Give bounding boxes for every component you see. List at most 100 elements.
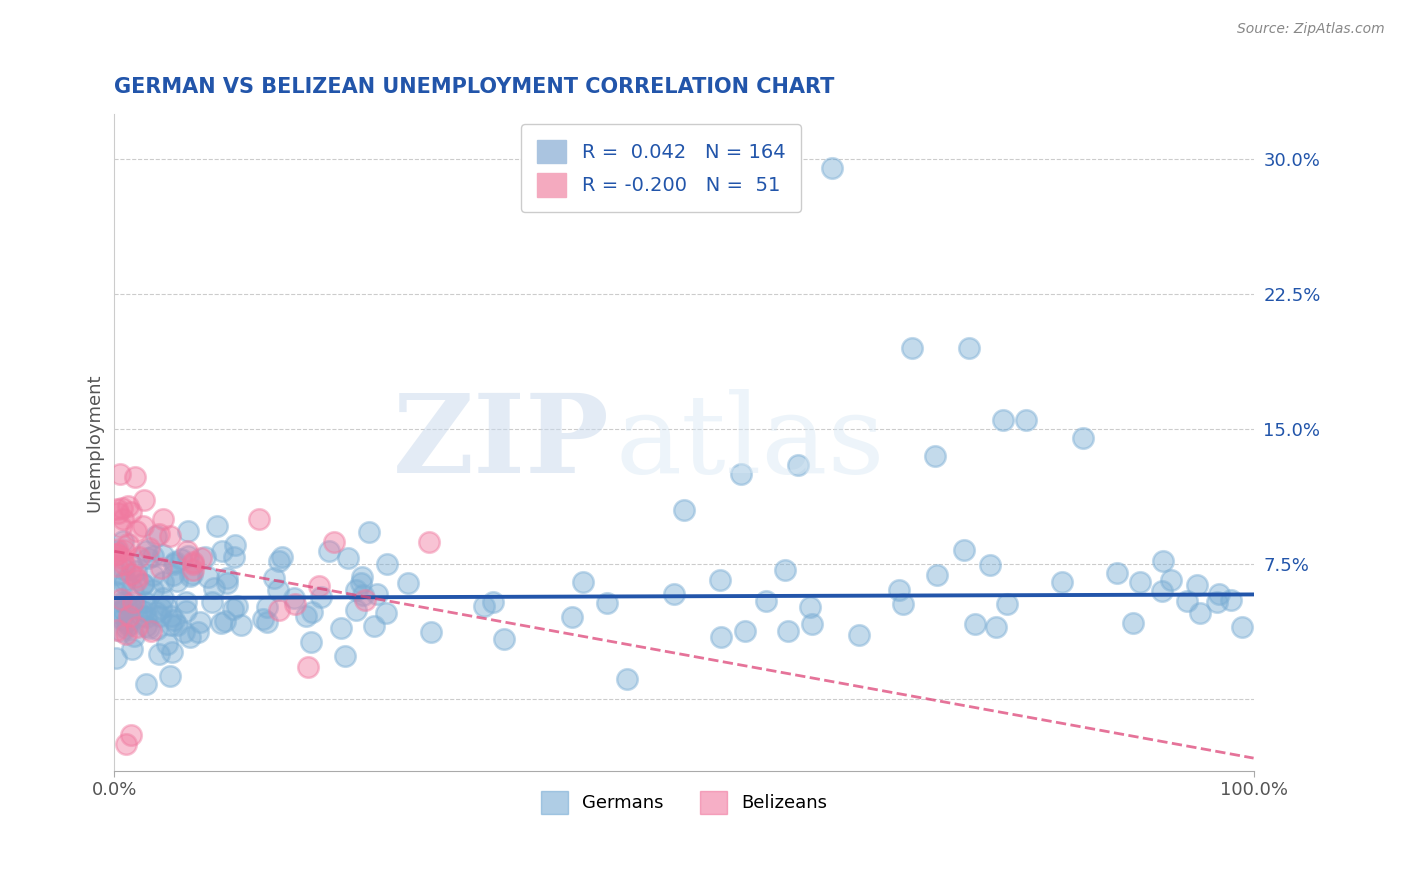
Point — [214, 615, 236, 629]
Point — [152, 574, 174, 589]
Point — [150, 560, 173, 574]
Point — [330, 622, 353, 636]
Point — [115, 596, 138, 610]
Point — [112, 561, 135, 575]
Point — [152, 548, 174, 562]
Point — [294, 609, 316, 624]
Point — [194, 549, 217, 564]
Point — [125, 600, 148, 615]
Point — [162, 567, 184, 582]
Point — [132, 519, 155, 533]
Point — [170, 551, 193, 566]
Point — [105, 624, 128, 638]
Point — [1232, 620, 1254, 634]
Point — [308, 579, 330, 593]
Point — [887, 583, 910, 598]
Point — [105, 566, 128, 581]
Point — [104, 650, 127, 665]
Point — [142, 549, 165, 563]
Point — [135, 676, 157, 690]
Point — [1129, 574, 1152, 589]
Point — [284, 597, 307, 611]
Point — [318, 544, 340, 558]
Point — [105, 547, 128, 561]
Point — [179, 630, 201, 644]
Point — [138, 621, 160, 635]
Point — [142, 582, 165, 597]
Point — [166, 574, 188, 589]
Point — [125, 564, 148, 578]
Point — [122, 629, 145, 643]
Point — [132, 577, 155, 591]
Point — [1105, 566, 1128, 580]
Point — [297, 660, 319, 674]
Point — [114, 573, 136, 587]
Point — [256, 600, 278, 615]
Point — [848, 628, 870, 642]
Point — [991, 413, 1014, 427]
Point — [111, 595, 134, 609]
Point — [111, 501, 134, 516]
Point — [269, 554, 291, 568]
Point — [396, 576, 419, 591]
Point — [152, 591, 174, 606]
Point — [148, 647, 170, 661]
Point — [359, 525, 381, 540]
Point — [120, 567, 142, 582]
Point — [1160, 573, 1182, 587]
Point — [957, 341, 980, 355]
Point — [104, 585, 127, 599]
Point — [984, 620, 1007, 634]
Point — [117, 499, 139, 513]
Point — [117, 618, 139, 632]
Point — [122, 595, 145, 609]
Point — [924, 449, 946, 463]
Point — [336, 550, 359, 565]
Point — [166, 617, 188, 632]
Point — [121, 641, 143, 656]
Point — [229, 618, 252, 632]
Point — [134, 604, 156, 618]
Point — [363, 619, 385, 633]
Point — [110, 624, 132, 638]
Y-axis label: Unemployment: Unemployment — [86, 373, 103, 512]
Point — [247, 512, 270, 526]
Point — [190, 615, 212, 629]
Point — [132, 492, 155, 507]
Point — [105, 542, 128, 557]
Point — [134, 594, 156, 608]
Point — [105, 558, 128, 573]
Point — [271, 550, 294, 565]
Point — [755, 594, 778, 608]
Point — [115, 626, 138, 640]
Point — [124, 470, 146, 484]
Point — [135, 543, 157, 558]
Point — [224, 538, 246, 552]
Point — [160, 645, 183, 659]
Point — [224, 549, 246, 564]
Point — [125, 573, 148, 587]
Point — [269, 603, 291, 617]
Point — [1015, 413, 1038, 427]
Point — [156, 637, 179, 651]
Point — [176, 544, 198, 558]
Point — [821, 161, 844, 176]
Point — [104, 544, 127, 558]
Point — [131, 609, 153, 624]
Point — [366, 587, 388, 601]
Point — [354, 593, 377, 607]
Point — [149, 609, 172, 624]
Point — [110, 592, 132, 607]
Point — [1175, 594, 1198, 608]
Point — [145, 605, 167, 619]
Point — [226, 599, 249, 613]
Point — [595, 596, 617, 610]
Point — [474, 599, 496, 614]
Point — [132, 577, 155, 591]
Point — [222, 602, 245, 616]
Point — [730, 467, 752, 481]
Point — [111, 550, 134, 565]
Point — [1185, 578, 1208, 592]
Point — [135, 619, 157, 633]
Point — [120, 505, 142, 519]
